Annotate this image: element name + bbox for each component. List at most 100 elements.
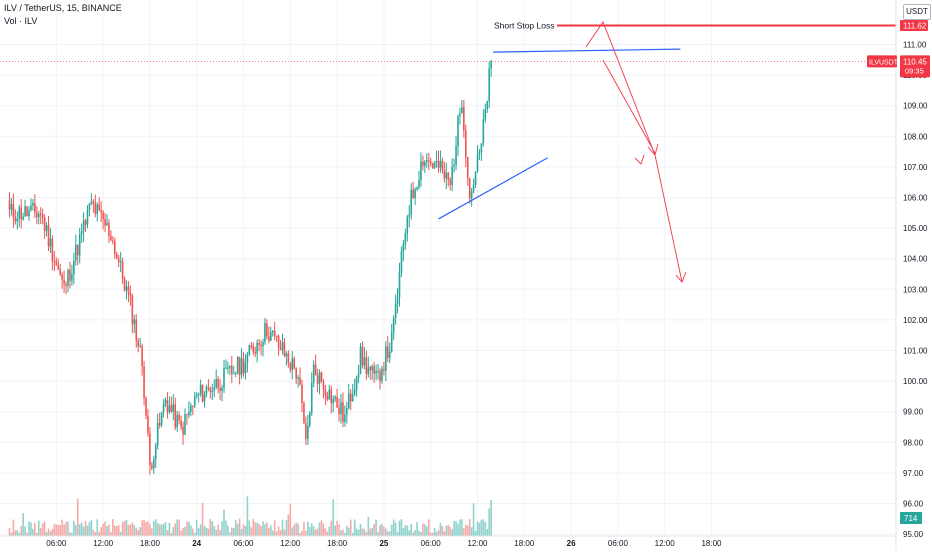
volume-bar: [96, 519, 99, 536]
candle: [414, 189, 416, 199]
volume-bar: [334, 525, 336, 536]
candle: [394, 303, 397, 318]
candle: [258, 342, 260, 345]
candle: [277, 336, 280, 348]
volume-bar: [176, 519, 178, 536]
volume-bar: [234, 519, 237, 536]
candle: [435, 161, 438, 163]
arrow-head[interactable]: [634, 154, 645, 165]
volume-bar: [322, 523, 325, 536]
drawings[interactable]: Short Stop Loss: [0, 21, 896, 283]
volume-bar: [369, 528, 372, 536]
candle: [28, 210, 30, 217]
volume-bar: [221, 520, 223, 536]
candle: [20, 207, 22, 220]
projection-path-2[interactable]: [602, 59, 656, 154]
volume-bar: [383, 526, 385, 536]
volume-bar: [28, 521, 30, 536]
volume-bar: [22, 513, 24, 536]
candle: [188, 411, 190, 416]
volume-bar: [365, 532, 368, 536]
volume-bar: [435, 531, 438, 536]
arrow-head[interactable]: [647, 143, 659, 156]
volume-bar: [41, 523, 44, 536]
candle: [468, 178, 471, 199]
candle: [248, 345, 251, 355]
volume-bar: [117, 525, 120, 536]
candle: [225, 367, 227, 369]
volume-bar: [390, 524, 393, 536]
symbol-title[interactable]: ILV / TetherUS, 15, BINANCE: [4, 3, 122, 13]
candle: [190, 405, 192, 412]
candle: [37, 213, 40, 218]
candle: [45, 225, 48, 231]
volume-bar: [80, 522, 83, 536]
volume-bar: [470, 527, 473, 536]
volume-bar: [100, 527, 102, 536]
candle: [16, 218, 19, 222]
candle: [293, 358, 295, 369]
volume-bar: [480, 519, 483, 536]
volume-bar: [238, 518, 241, 536]
candle: [433, 161, 436, 168]
symbol-tag: ILVUSDT: [869, 59, 899, 66]
candle: [388, 351, 391, 358]
candle: [340, 402, 342, 415]
volume-bar: [468, 519, 471, 536]
volume-bar: [143, 519, 145, 536]
candle: [459, 113, 461, 117]
candle: [51, 238, 54, 261]
resistance-trendline[interactable]: [493, 48, 681, 53]
volume-tag: 714: [904, 514, 918, 523]
candle: [195, 394, 198, 397]
volume-bar: [484, 521, 487, 536]
volume-bar: [164, 522, 167, 536]
candle: [30, 205, 32, 211]
candle: [275, 335, 278, 337]
volume-bar: [61, 519, 63, 536]
candle: [32, 203, 34, 206]
volume-bar: [215, 529, 217, 536]
volume-bar: [406, 525, 409, 536]
volume-bar: [219, 529, 221, 536]
support-trendline[interactable]: [438, 157, 548, 220]
volume-bar: [203, 525, 206, 536]
candle: [426, 159, 428, 162]
candle: [465, 130, 467, 157]
candle: [96, 204, 99, 214]
volume-bar: [57, 524, 60, 536]
volume-bar: [447, 524, 450, 536]
candle: [88, 203, 91, 211]
candle: [392, 317, 395, 333]
candle: [301, 384, 303, 404]
candle: [156, 423, 159, 446]
candle: [119, 261, 122, 263]
time-tick: 06:00: [233, 539, 254, 548]
arrow-head[interactable]: [675, 271, 687, 283]
volume-bar: [260, 525, 262, 536]
candle: [312, 364, 315, 383]
volume-bar: [123, 520, 126, 536]
candle: [223, 368, 225, 389]
volume-bar: [387, 531, 389, 536]
volume-bar: [314, 529, 317, 536]
volume-indicator-label[interactable]: Vol · ILV: [4, 16, 38, 26]
currency-button[interactable]: USDT: [903, 4, 931, 20]
candle: [295, 368, 297, 379]
volume-bar: [353, 519, 356, 536]
candle: [307, 425, 309, 439]
volume-bar: [295, 522, 297, 536]
volume-bar: [217, 524, 219, 536]
volume-bar: [227, 525, 229, 536]
volume-bar: [361, 528, 364, 536]
projection-path-1[interactable]: [585, 21, 683, 283]
candle: [418, 180, 420, 188]
volume-bar: [16, 530, 19, 536]
candle: [472, 185, 475, 192]
candle: [338, 407, 340, 415]
volume-bar: [410, 524, 412, 536]
volume-bar: [316, 528, 319, 536]
volume-bar: [82, 526, 85, 536]
